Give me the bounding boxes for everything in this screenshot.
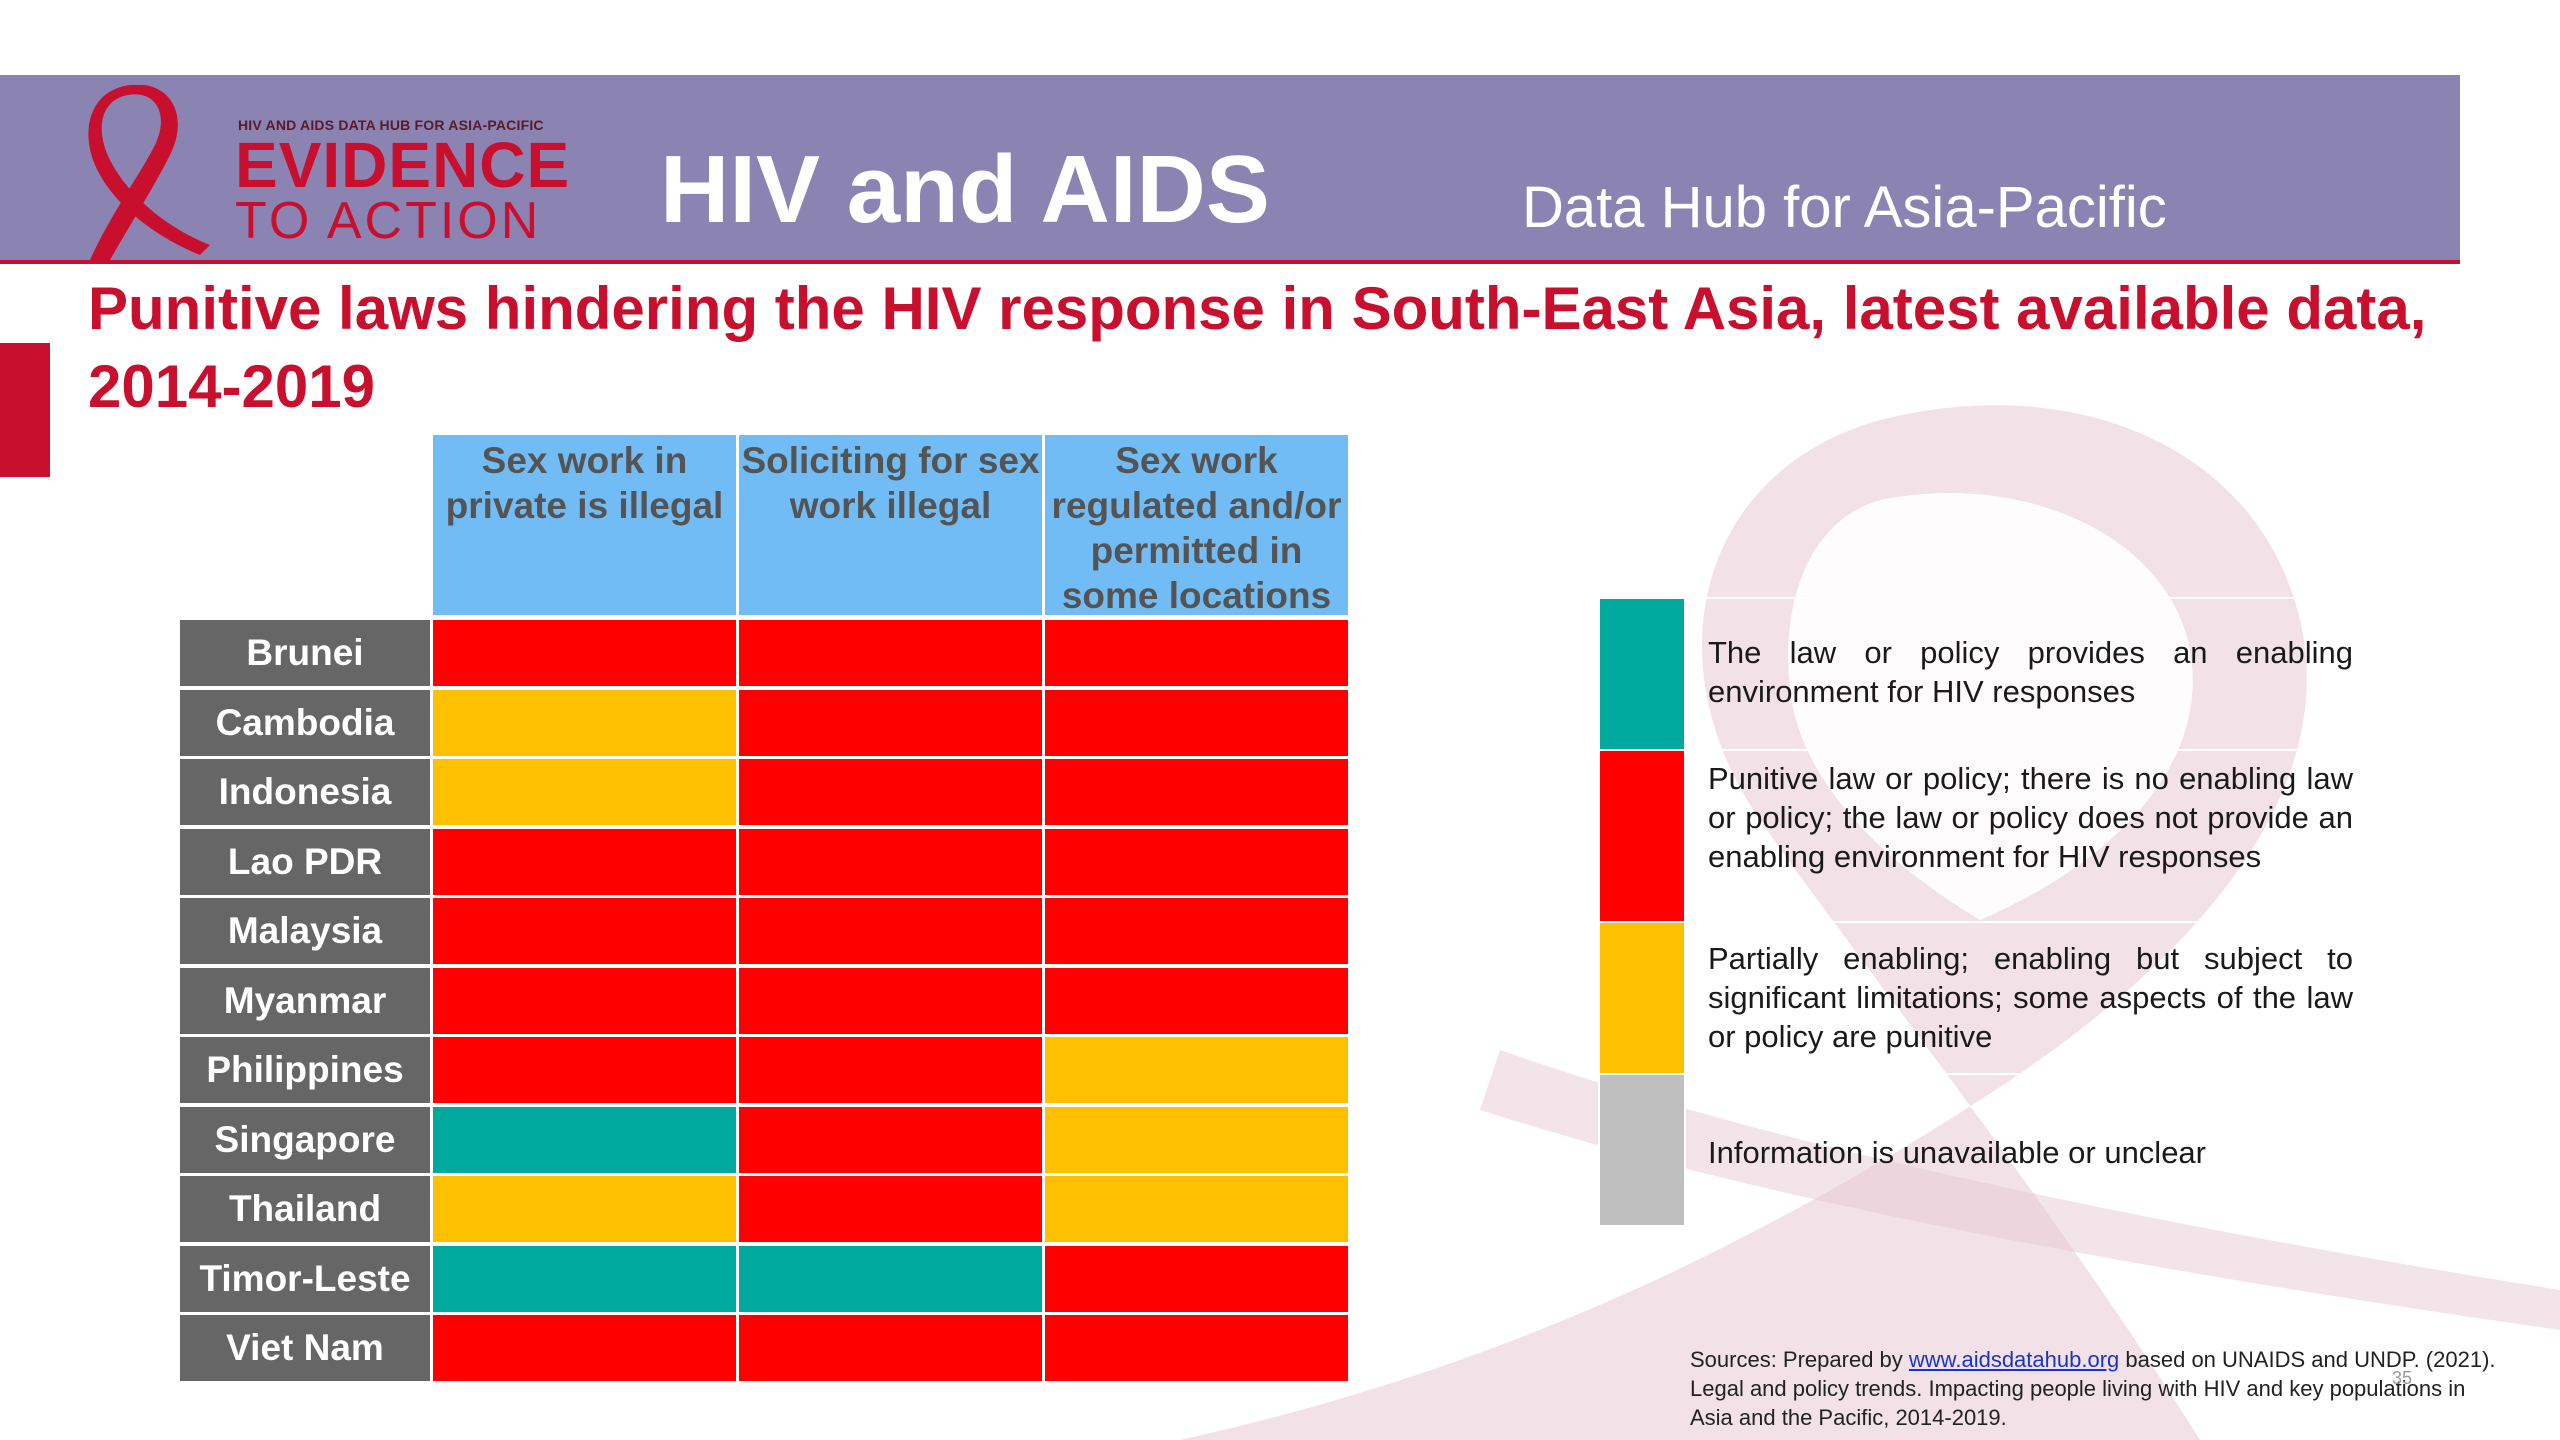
country-label: Cambodia [180, 689, 430, 756]
status-cell-red [1045, 898, 1348, 964]
status-cell-red [433, 1315, 736, 1381]
header-subtitle: Data Hub for Asia-Pacific [1522, 175, 2167, 240]
status-cell-red [433, 620, 736, 686]
status-cell-red [739, 689, 1042, 756]
status-cell-red [739, 1106, 1042, 1173]
legend-text: Information is unavailable or unclear [1708, 1135, 2206, 1170]
sources-suffix: based on UNAIDS and UNDP. (2021). Legal … [1690, 1347, 2496, 1430]
legend-divider [1688, 921, 2398, 923]
status-cell-yellow [433, 759, 736, 825]
country-label: Philippines [180, 1037, 430, 1103]
left-accent-bar [0, 343, 50, 477]
status-cell-red [1045, 967, 1348, 1034]
legend-divider [1688, 749, 2398, 751]
column-header: Sex work regulated and/or permitted in s… [1045, 435, 1348, 616]
status-cell-red [739, 1037, 1042, 1103]
status-cell-red [1045, 620, 1348, 686]
status-cell-teal [433, 1106, 736, 1173]
status-cell-teal [433, 1245, 736, 1312]
country-label: Singapore [180, 1106, 430, 1173]
status-cell-red [1045, 689, 1348, 756]
status-cell-red [1045, 1315, 1348, 1381]
sources-note: Sources: Prepared by www.aidsdatahub.org… [1690, 1345, 2510, 1432]
status-cell-red [1045, 759, 1348, 825]
country-label: Timor-Leste [180, 1245, 430, 1312]
status-cell-red [739, 1176, 1042, 1242]
status-cell-teal [739, 1245, 1042, 1312]
status-cell-red [739, 759, 1042, 825]
legend-divider [1688, 1073, 2398, 1075]
status-cell-yellow [1045, 1176, 1348, 1242]
logo-main-text: EVIDENCE [235, 129, 571, 201]
red-ribbon-icon [88, 84, 210, 260]
sources-prefix: Sources: Prepared by [1690, 1347, 1903, 1372]
logo-sub-text: TO ACTION [235, 192, 542, 250]
page-title: Punitive laws hindering the HIV response… [88, 275, 2427, 420]
legend-swatch-red [1598, 749, 1686, 923]
page-number: 35 [2392, 1368, 2413, 1388]
legend-swatch-grey [1598, 1073, 1686, 1227]
country-label: Viet Nam [180, 1315, 430, 1381]
status-cell-yellow [1045, 1037, 1348, 1103]
evidence-to-action-logo: HIV AND AIDS DATA HUB FOR ASIA-PACIFIC E… [40, 84, 610, 260]
status-cell-red [739, 620, 1042, 686]
country-label: Indonesia [180, 759, 430, 825]
status-cell-red [1045, 828, 1348, 895]
header-title: HIV and AIDS [660, 136, 1270, 243]
aidsdatahub-link[interactable]: www.aidsdatahub.org [1908, 1347, 2120, 1372]
status-cell-red [739, 967, 1042, 1034]
column-header: Soliciting for sex work illegal [739, 435, 1042, 615]
status-cell-yellow [433, 1176, 736, 1242]
status-cell-red [433, 1037, 736, 1103]
status-cell-red [433, 967, 736, 1034]
legend-text: Punitive law or policy; there is no enab… [1708, 761, 2353, 874]
country-label: Brunei [180, 620, 430, 686]
status-cell-yellow [1045, 1106, 1348, 1173]
country-label: Thailand [180, 1176, 430, 1242]
status-cell-red [1045, 1245, 1348, 1312]
header-band: HIV AND AIDS DATA HUB FOR ASIA-PACIFIC E… [0, 75, 2460, 264]
column-header: Sex work in private is illegal [433, 435, 736, 615]
status-cell-red [433, 828, 736, 895]
logo-tagline: HIV AND AIDS DATA HUB FOR ASIA-PACIFIC [238, 117, 544, 133]
country-label: Myanmar [180, 967, 430, 1034]
legend-text: The law or policy provides an enabling e… [1708, 635, 2353, 709]
status-cell-red [739, 898, 1042, 964]
legend-swatch-teal [1598, 597, 1686, 751]
legend-divider [1688, 597, 2398, 599]
legend-text: Partially enabling; enabling but subject… [1708, 941, 2353, 1054]
status-cell-red [739, 828, 1042, 895]
status-cell-red [739, 1315, 1042, 1381]
status-cell-red [433, 898, 736, 964]
country-label: Malaysia [180, 898, 430, 964]
status-cell-yellow [433, 689, 736, 756]
country-label: Lao PDR [180, 828, 430, 895]
legend-swatch-yellow [1598, 921, 1686, 1075]
